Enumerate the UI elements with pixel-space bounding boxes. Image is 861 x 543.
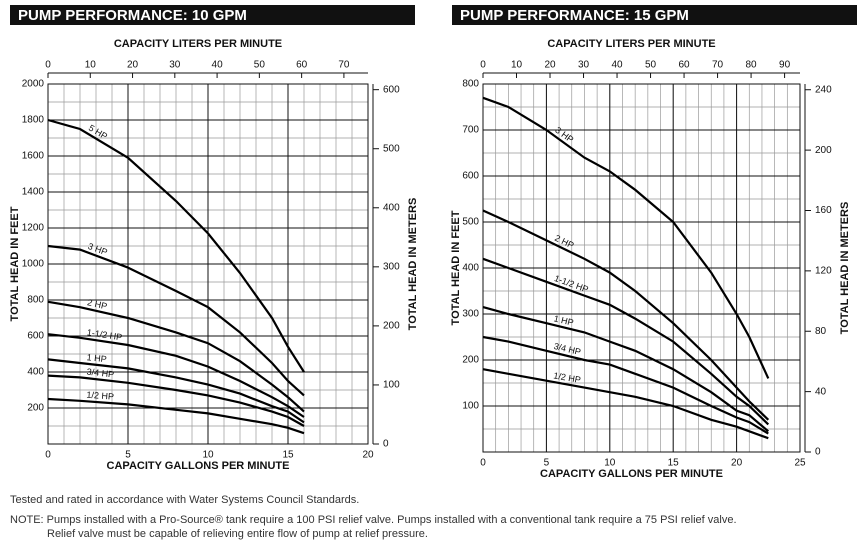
y-tick-label: 400 bbox=[462, 263, 479, 274]
y-tick-label: 1200 bbox=[22, 223, 45, 234]
series-label: 1/2 HP bbox=[553, 370, 582, 385]
y-tick-label: 200 bbox=[462, 355, 479, 366]
y2-tick-label: 40 bbox=[815, 386, 827, 397]
y2-tick-label: 200 bbox=[383, 321, 400, 332]
y-tick-label: 700 bbox=[462, 125, 479, 136]
series-label: 1/2 HP bbox=[86, 390, 114, 402]
series-line bbox=[482, 368, 769, 440]
footer-text: Tested and rated in accordance with Wate… bbox=[10, 494, 360, 506]
y-axis-label: TOTAL HEAD IN FEET bbox=[450, 210, 462, 325]
y-tick-label: 2000 bbox=[22, 79, 45, 90]
y-tick-label: 600 bbox=[462, 171, 479, 182]
x2-tick-label: 60 bbox=[678, 60, 690, 71]
x-tick-label: 15 bbox=[282, 450, 294, 461]
chart-title: PUMP PERFORMANCE: 10 GPM bbox=[18, 7, 247, 24]
y-axis-label: TOTAL HEAD IN FEET bbox=[9, 206, 21, 321]
series-label: 3/4 HP bbox=[86, 367, 114, 380]
y2-tick-label: 400 bbox=[383, 202, 400, 213]
x2-tick-label: 70 bbox=[338, 60, 350, 71]
y2-axis-label: TOTAL HEAD IN METERS bbox=[839, 202, 851, 335]
x2-tick-label: 0 bbox=[480, 60, 486, 71]
x-tick-label: 5 bbox=[544, 458, 550, 469]
y2-tick-label: 120 bbox=[815, 266, 832, 277]
x2-tick-label: 10 bbox=[511, 60, 523, 71]
y2-tick-label: 300 bbox=[383, 261, 400, 272]
y2-tick-label: 80 bbox=[815, 326, 827, 337]
chart-title: PUMP PERFORMANCE: 15 GPM bbox=[460, 7, 689, 24]
x-tick-label: 5 bbox=[125, 450, 131, 461]
x-tick-label: 20 bbox=[362, 450, 374, 461]
y-tick-label: 1000 bbox=[22, 259, 45, 270]
x2-tick-label: 50 bbox=[645, 60, 657, 71]
title-bar bbox=[10, 5, 415, 25]
y-tick-label: 200 bbox=[27, 403, 44, 414]
x-tick-label: 15 bbox=[668, 458, 680, 469]
y-tick-label: 800 bbox=[27, 295, 44, 306]
series-line bbox=[47, 358, 305, 424]
series-line bbox=[47, 300, 305, 413]
y-tick-label: 300 bbox=[462, 309, 479, 320]
y2-axis-label: TOTAL HEAD IN METERS bbox=[407, 198, 419, 331]
x2-tick-label: 70 bbox=[712, 60, 724, 71]
x2-tick-label: 60 bbox=[296, 60, 308, 71]
y2-tick-label: 0 bbox=[383, 439, 389, 450]
series-label: 1 HP bbox=[553, 313, 575, 327]
x2-tick-label: 20 bbox=[127, 60, 139, 71]
series-line bbox=[47, 374, 305, 427]
x2-tick-label: 80 bbox=[746, 60, 758, 71]
footer-note: Relief valve must be capable of relievin… bbox=[47, 528, 428, 540]
series-line bbox=[482, 306, 770, 433]
x2-tick-label: 90 bbox=[779, 60, 791, 71]
series-label: 2 HP bbox=[86, 297, 108, 311]
series-line bbox=[47, 333, 305, 418]
y-tick-label: 400 bbox=[27, 367, 44, 378]
series-line bbox=[47, 118, 305, 373]
x-axis-label: CAPACITY GALLONS PER MINUTE bbox=[107, 460, 290, 472]
series-label: 3/4 HP bbox=[553, 341, 582, 357]
y-tick-label: 1800 bbox=[22, 115, 45, 126]
series-label: 1 HP bbox=[86, 352, 107, 364]
y-tick-label: 1400 bbox=[22, 187, 45, 198]
x2-tick-label: 30 bbox=[169, 60, 181, 71]
series-line bbox=[482, 96, 770, 379]
y2-tick-label: 160 bbox=[815, 205, 832, 216]
x2-tick-label: 0 bbox=[45, 60, 51, 71]
footer-note: NOTE: Pumps installed with a Pro-Source®… bbox=[10, 514, 737, 526]
y-tick-label: 500 bbox=[462, 217, 479, 228]
series-label: 3 HP bbox=[87, 241, 109, 257]
y2-tick-label: 500 bbox=[383, 143, 400, 154]
series-line bbox=[482, 257, 770, 426]
x2-tick-label: 30 bbox=[578, 60, 590, 71]
y-tick-label: 100 bbox=[462, 401, 479, 412]
y2-tick-label: 240 bbox=[815, 84, 832, 95]
x2-tick-label: 20 bbox=[544, 60, 556, 71]
x2-tick-label: 40 bbox=[611, 60, 623, 71]
x2-tick-label: 10 bbox=[85, 60, 97, 71]
y-tick-label: 600 bbox=[27, 331, 44, 342]
x2-axis-label: CAPACITY LITERS PER MINUTE bbox=[114, 38, 282, 50]
y2-tick-label: 0 bbox=[815, 447, 821, 458]
x-tick-label: 20 bbox=[731, 458, 743, 469]
series-line bbox=[482, 209, 770, 421]
series-line bbox=[47, 397, 305, 435]
y-tick-label: 800 bbox=[462, 79, 479, 90]
title-bar bbox=[452, 5, 857, 25]
x2-tick-label: 50 bbox=[254, 60, 266, 71]
x-tick-label: 10 bbox=[604, 458, 616, 469]
x-tick-label: 25 bbox=[794, 458, 806, 469]
series-line bbox=[482, 335, 769, 435]
x-tick-label: 0 bbox=[45, 450, 51, 461]
x-tick-label: 10 bbox=[202, 450, 214, 461]
x-axis-label: CAPACITY GALLONS PER MINUTE bbox=[540, 468, 723, 480]
series-line bbox=[47, 244, 305, 397]
y-tick-label: 1600 bbox=[22, 151, 45, 162]
y2-tick-label: 100 bbox=[383, 380, 400, 391]
x2-axis-label: CAPACITY LITERS PER MINUTE bbox=[547, 38, 715, 50]
y2-tick-label: 600 bbox=[383, 84, 400, 95]
x-tick-label: 0 bbox=[480, 458, 486, 469]
x2-tick-label: 40 bbox=[212, 60, 224, 71]
y2-tick-label: 200 bbox=[815, 145, 832, 156]
